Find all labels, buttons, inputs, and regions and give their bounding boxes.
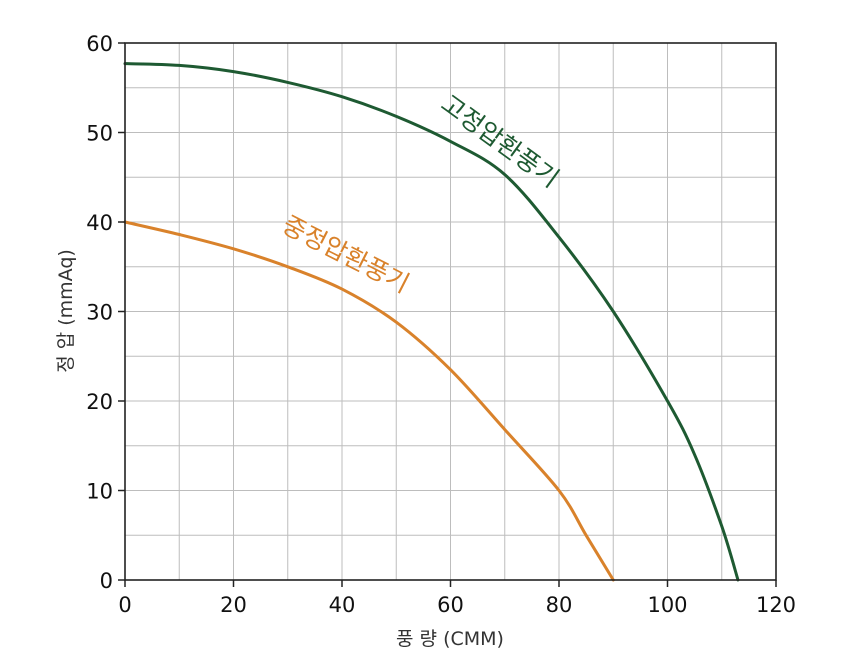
ticks: 0 20 40 60 80 100 120 0 10 20 30 40 50 60 [86,32,796,617]
x-tick-label: 20 [220,593,247,617]
x-tick-label: 0 [118,593,131,617]
y-tick-label: 10 [86,480,113,504]
series-line-0 [123,62,740,582]
x-tick-label: 120 [756,593,796,617]
series-layer [123,62,740,582]
y-tick-label: 40 [86,211,113,235]
x-tick-label: 80 [546,593,573,617]
y-tick-label: 30 [86,301,113,325]
x-tick-label: 100 [647,593,687,617]
series-label-mid-pressure: 중정압환풍기 [278,210,414,298]
series-line-1 [123,220,615,582]
y-tick-label: 0 [100,569,113,593]
y-axis-title: 정 압 (mmAq) [55,249,77,373]
x-tick-label: 60 [437,593,464,617]
x-tick-label: 40 [329,593,356,617]
x-axis-title: 풍 량 (CMM) [396,628,504,650]
y-tick-label: 20 [86,390,113,414]
y-tick-label: 60 [86,32,113,56]
grid [124,42,777,581]
y-tick-label: 50 [86,122,113,146]
